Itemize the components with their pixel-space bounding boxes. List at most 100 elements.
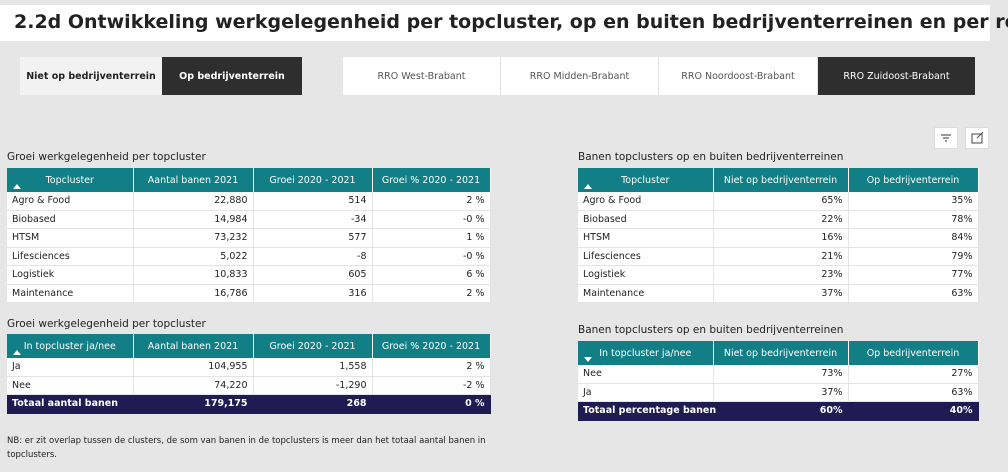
- table-cell: 16,786: [133, 284, 254, 303]
- sort-arrow: [13, 350, 21, 355]
- slicer-button[interactable]: Op bedrijventerrein: [162, 57, 302, 95]
- total-cell: 0 %: [372, 394, 491, 414]
- table-row: Biobased 22% 78%: [578, 210, 979, 229]
- table-row: Nee 73% 27%: [578, 365, 979, 384]
- table-cell: Agro & Food: [578, 192, 714, 211]
- table-row: Biobased 14,984 -34 -0 %: [7, 210, 491, 229]
- table-row: Maintenance 37% 63%: [578, 284, 979, 303]
- data-table: In topcluster ja/nee Aantal banen 2021 Gro…: [7, 334, 491, 414]
- table-cell: HTSM: [7, 228, 134, 248]
- sort-arrow: [584, 184, 592, 189]
- table-header: In topcluster ja/nee Niet op bedrijventer…: [578, 341, 979, 365]
- table-cell: HTSM: [578, 228, 714, 248]
- total-cell: 40%: [848, 401, 979, 421]
- slicer-button[interactable]: RRO Noordoost-Brabant: [659, 57, 818, 95]
- table-header: Topcluster Niet op bedrijventerrein Op bed…: [578, 168, 979, 192]
- column-header[interactable]: Groei % 2020 - 2021: [372, 334, 491, 358]
- table-cell: 1,558: [253, 358, 373, 377]
- table-cell: -1,290: [253, 376, 373, 395]
- table-cell: 35%: [848, 192, 979, 211]
- footnote: NB: er zit overlap tussen de clusters, d…: [7, 436, 486, 460]
- table-row: HTSM 73,232 577 1 %: [7, 228, 491, 248]
- table-cell: 104,955: [133, 358, 254, 377]
- sort-arrow: [584, 357, 592, 362]
- table-cell: 2 %: [372, 192, 491, 211]
- table-row: Logistiek 10,833 605 6 %: [7, 265, 491, 285]
- table-row: Ja 104,955 1,558 2 %: [7, 358, 491, 377]
- slicer-button[interactable]: Niet op bedrijventerrein: [20, 57, 162, 95]
- table-row: Logistiek 23% 77%: [578, 265, 979, 285]
- table-cell: 21%: [713, 247, 849, 266]
- table-cell: Nee: [7, 376, 134, 395]
- filter-icon[interactable]: [934, 127, 958, 149]
- sort-arrow: [13, 184, 21, 189]
- table-cell: -0 %: [372, 210, 491, 229]
- table-cell: -34: [253, 210, 373, 229]
- table-cell: 73%: [713, 365, 849, 384]
- table-cell: 577: [253, 228, 373, 248]
- table-title: Banen topclusters op en buiten bedrijven…: [578, 324, 844, 336]
- column-header[interactable]: Niet op bedrijventerrein: [713, 341, 849, 365]
- focus-icon[interactable]: [965, 127, 989, 149]
- table-header: In topcluster ja/nee Aantal banen 2021 Gro…: [7, 334, 491, 358]
- table-title: Banen topclusters op en buiten bedrijven…: [578, 151, 844, 163]
- table-cell: 65%: [713, 192, 849, 211]
- table-title: Groei werkgelegenheid per topcluster: [7, 318, 206, 330]
- table-cell: 63%: [848, 284, 979, 303]
- table-cell: 84%: [848, 228, 979, 248]
- table-cell: Agro & Food: [7, 192, 134, 211]
- total-row: Totaal aantal banen 179,175 268 0 %: [7, 394, 491, 414]
- column-header[interactable]: Topcluster: [578, 168, 714, 192]
- column-header[interactable]: In topcluster ja/nee: [578, 341, 714, 365]
- table-cell: Maintenance: [7, 284, 134, 303]
- data-table: Topcluster Niet op bedrijventerrein Op bed…: [578, 168, 979, 303]
- table-body: Ja 104,955 1,558 2 % Nee 74,220 -1,290 -2 % Tota…: [7, 358, 491, 414]
- table-cell: 10,833: [133, 265, 254, 285]
- table-cell: Maintenance: [578, 284, 714, 303]
- table-cell: Lifesciences: [578, 247, 714, 266]
- table-cell: 23%: [713, 265, 849, 285]
- page-title: 2.2d Ontwikkeling werkgelegenheid per to…: [14, 11, 1008, 33]
- table-cell: 1 %: [372, 228, 491, 248]
- column-header[interactable]: Aantal banen 2021: [133, 168, 254, 192]
- slicer-button[interactable]: RRO West-Brabant: [343, 57, 501, 95]
- table-cell: 27%: [848, 365, 979, 384]
- column-header[interactable]: Groei 2020 - 2021: [253, 168, 373, 192]
- header-row: In topcluster ja/nee Aantal banen 2021 Gro…: [7, 334, 491, 358]
- column-header[interactable]: Niet op bedrijventerrein: [713, 168, 849, 192]
- focus-glyph: [971, 131, 984, 144]
- table-cell: Ja: [7, 358, 134, 377]
- table-row: Nee 74,220 -1,290 -2 %: [7, 376, 491, 395]
- table-row: Maintenance 16,786 316 2 %: [7, 284, 491, 303]
- total-cell: Totaal aantal banen: [7, 394, 134, 414]
- column-header[interactable]: Groei 2020 - 2021: [253, 334, 373, 358]
- header-row: Topcluster Aantal banen 2021 Groei 2020 - …: [7, 168, 491, 192]
- table-cell: 63%: [848, 383, 979, 402]
- total-cell: 179,175: [133, 394, 254, 414]
- slicer-button[interactable]: RRO Zuidoost-Brabant: [818, 57, 975, 95]
- filter-glyph: [941, 134, 951, 142]
- column-header[interactable]: Aantal banen 2021: [133, 334, 254, 358]
- table-cell: 37%: [713, 383, 849, 402]
- table-cell: 5,022: [133, 247, 254, 266]
- slicer-button[interactable]: RRO Midden-Brabant: [501, 57, 659, 95]
- column-header[interactable]: In topcluster ja/nee: [7, 334, 134, 358]
- table-cell: 6 %: [372, 265, 491, 285]
- header-row: In topcluster ja/nee Niet op bedrijventer…: [578, 341, 979, 365]
- table-cell: Lifesciences: [7, 247, 134, 266]
- table-header: Topcluster Aantal banen 2021 Groei 2020 - …: [7, 168, 491, 192]
- table-cell: 605: [253, 265, 373, 285]
- table-cell: 2 %: [372, 358, 491, 377]
- header-row: Topcluster Niet op bedrijventerrein Op bed…: [578, 168, 979, 192]
- table-cell: 79%: [848, 247, 979, 266]
- column-header[interactable]: Op bedrijventerrein: [848, 341, 979, 365]
- table-body: Nee 73% 27% Ja 37% 63% Totaal percentage banen…: [578, 365, 979, 421]
- column-header[interactable]: Groei % 2020 - 2021: [372, 168, 491, 192]
- data-table: In topcluster ja/nee Niet op bedrijventer…: [578, 341, 979, 421]
- table-row: Lifesciences 5,022 -8 -0 %: [7, 247, 491, 266]
- column-header[interactable]: Op bedrijventerrein: [848, 168, 979, 192]
- table-cell: Biobased: [7, 210, 134, 229]
- total-row: Totaal percentage banen 60% 40%: [578, 401, 979, 421]
- table-cell: Nee: [578, 365, 714, 384]
- column-header[interactable]: Topcluster: [7, 168, 134, 192]
